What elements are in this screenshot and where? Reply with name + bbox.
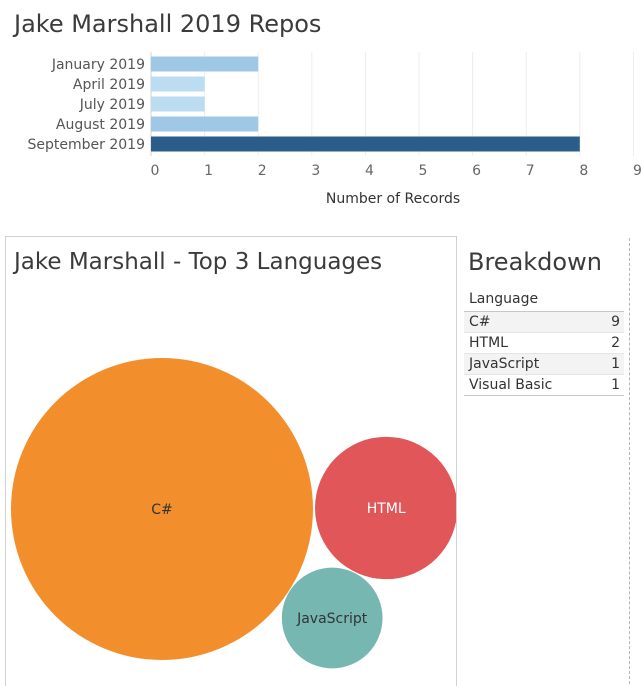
x-tick-label: 5	[419, 163, 428, 179]
x-tick-label: 1	[204, 163, 213, 179]
breakdown-count: 1	[611, 377, 620, 393]
bubble[interactable]	[315, 436, 457, 580]
x-tick-label: 8	[579, 163, 588, 179]
bar[interactable]	[151, 136, 580, 152]
bubble-label: HTML	[367, 501, 406, 517]
x-tick-label: 0	[151, 163, 160, 179]
breakdown-table: Language C# 9 HTML 2 JavaScript 1 Visual Basic…	[464, 290, 624, 396]
category-label: January 2019	[51, 57, 145, 73]
dashboard-divider	[629, 238, 630, 684]
category-label: September 2019	[28, 137, 145, 153]
bar[interactable]	[151, 56, 259, 72]
x-tick-label: 2	[258, 163, 267, 179]
breakdown-count: 9	[611, 314, 620, 330]
category-label: April 2019	[73, 77, 145, 93]
x-tick-label: 9	[633, 163, 642, 179]
bubble-chart-panel: C# HTML JavaScript Jake Marshall - Top 3 L…	[5, 236, 457, 686]
breakdown-row[interactable]: JavaScript 1	[464, 354, 624, 375]
bar-chart-title: Jake Marshall 2019 Repos	[14, 10, 322, 38]
breakdown-language: Visual Basic	[469, 377, 553, 393]
bar[interactable]	[151, 96, 205, 112]
bar[interactable]	[151, 76, 205, 92]
bubble-label: JavaScript	[296, 611, 368, 627]
breakdown-row[interactable]: Visual Basic 1	[464, 375, 624, 396]
x-tick-label: 6	[472, 163, 481, 179]
x-tick-label: 4	[365, 163, 374, 179]
x-axis-label: Number of Records	[326, 191, 460, 207]
x-tick-label: 7	[526, 163, 535, 179]
bubble-chart-title: Jake Marshall - Top 3 Languages	[14, 249, 383, 275]
bar[interactable]	[151, 116, 259, 132]
breakdown-count: 1	[611, 356, 620, 372]
x-tick-label: 3	[311, 163, 320, 179]
breakdown-row[interactable]: HTML 2	[464, 333, 624, 354]
bubble[interactable]	[281, 567, 383, 669]
category-label: July 2019	[79, 97, 145, 113]
breakdown-header: Language	[464, 290, 624, 312]
category-label: August 2019	[56, 117, 145, 133]
breakdown-count: 2	[611, 335, 620, 351]
bubble-label: C#	[151, 502, 173, 518]
breakdown-title: Breakdown	[468, 248, 602, 276]
breakdown-language: C#	[469, 314, 491, 330]
bubble[interactable]	[11, 358, 313, 660]
breakdown-language: JavaScript	[469, 356, 540, 372]
bubble-chart: C# HTML JavaScript	[11, 358, 457, 669]
bar-chart: January 2019 April 2019 July 2019 August 20…	[28, 52, 642, 207]
breakdown-row[interactable]: C# 9	[464, 312, 624, 333]
breakdown-language: HTML	[469, 335, 508, 351]
